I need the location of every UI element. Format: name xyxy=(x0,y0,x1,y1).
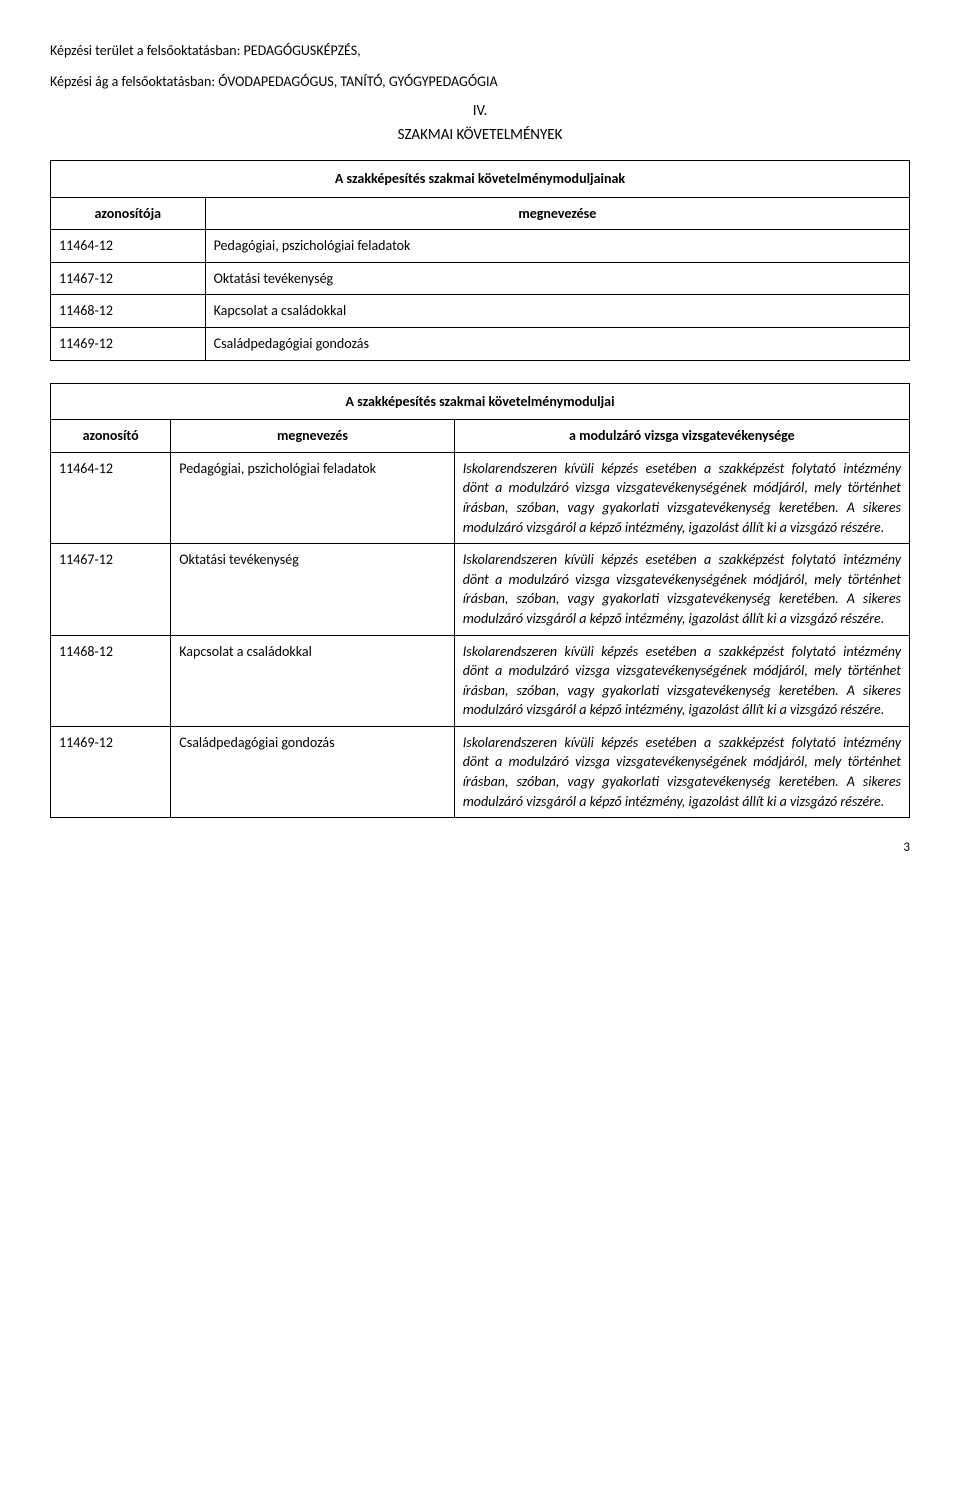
page-number: 3 xyxy=(50,840,910,855)
module-name: Oktatási tevékenység xyxy=(205,262,909,295)
module-name: Kapcsolat a családokkal xyxy=(171,635,454,726)
table-row: 11469-12 Családpedagógiai gondozás Iskol… xyxy=(51,726,910,817)
table-row: 11464-12 Pedagógiai, pszichológiai felad… xyxy=(51,230,910,263)
section-number: IV. xyxy=(50,102,910,120)
module-name: Családpedagógiai gondozás xyxy=(205,327,909,360)
table-row: 11469-12 Családpedagógiai gondozás xyxy=(51,327,910,360)
module-id: 11467-12 xyxy=(51,544,171,635)
module-id: 11464-12 xyxy=(51,452,171,543)
table-row: 11467-12 Oktatási tevékenység xyxy=(51,262,910,295)
table2-caption: A szakképesítés szakmai követelménymodul… xyxy=(51,383,910,420)
module-name: Pedagógiai, pszichológiai feladatok xyxy=(205,230,909,263)
module-name: Pedagógiai, pszichológiai feladatok xyxy=(171,452,454,543)
table1-header-id: azonosítója xyxy=(51,197,206,230)
module-id: 11468-12 xyxy=(51,635,171,726)
exam-activity-text: Iskolarendszeren kívüli képzés esetében … xyxy=(454,726,909,817)
table-row: 11464-12 Pedagógiai, pszichológiai felad… xyxy=(51,452,910,543)
table-modules: A szakképesítés szakmai követelménymodul… xyxy=(50,160,910,361)
intro-line-1: Képzési terület a felsőoktatásban: PEDAG… xyxy=(50,40,910,61)
exam-activity-text: Iskolarendszeren kívüli képzés esetében … xyxy=(454,544,909,635)
module-id: 11469-12 xyxy=(51,327,206,360)
module-id: 11467-12 xyxy=(51,262,206,295)
table-row: 11468-12 Kapcsolat a családokkal Iskolar… xyxy=(51,635,910,726)
table-row: 11468-12 Kapcsolat a családokkal xyxy=(51,295,910,328)
table2-header-activity: a modulzáró vizsga vizsgatevékenysége xyxy=(454,420,909,453)
table-row: 11467-12 Oktatási tevékenység Iskolarend… xyxy=(51,544,910,635)
table-exam-activities: A szakképesítés szakmai követelménymodul… xyxy=(50,383,910,819)
exam-activity-text: Iskolarendszeren kívüli képzés esetében … xyxy=(454,452,909,543)
section-title: SZAKMAI KÖVETELMÉNYEK xyxy=(50,126,910,144)
exam-activity-text: Iskolarendszeren kívüli képzés esetében … xyxy=(454,635,909,726)
module-id: 11468-12 xyxy=(51,295,206,328)
table2-header-id: azonosító xyxy=(51,420,171,453)
table2-header-name: megnevezés xyxy=(171,420,454,453)
table1-caption: A szakképesítés szakmai követelménymodul… xyxy=(51,161,910,198)
module-name: Oktatási tevékenység xyxy=(171,544,454,635)
intro-line-2: Képzési ág a felsőoktatásban: ÓVODAPEDAG… xyxy=(50,71,910,92)
module-name: Családpedagógiai gondozás xyxy=(171,726,454,817)
module-name: Kapcsolat a családokkal xyxy=(205,295,909,328)
table1-header-name: megnevezése xyxy=(205,197,909,230)
module-id: 11469-12 xyxy=(51,726,171,817)
module-id: 11464-12 xyxy=(51,230,206,263)
